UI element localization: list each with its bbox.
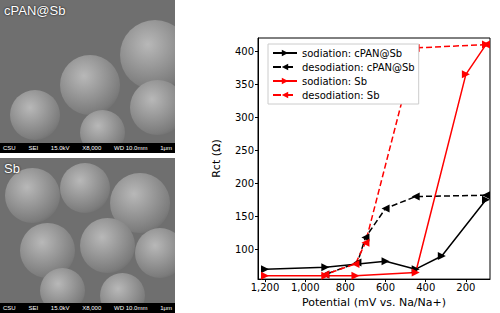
html-text:15.0kV: 15.0kV <box>50 145 70 151</box>
svg-text:400: 400 <box>416 282 435 293</box>
svg-text:desodiation: cPAN@Sb: desodiation: cPAN@Sb <box>302 62 415 73</box>
svg-text:sodiation: cPAN@Sb: sodiation: cPAN@Sb <box>302 48 402 59</box>
html-text:1μm: 1μm <box>160 305 172 311</box>
html-text:X8,000: X8,000 <box>82 305 102 311</box>
svg-text:sodiation: Sb: sodiation: Sb <box>302 76 367 87</box>
html-text:X8,000: X8,000 <box>82 145 102 151</box>
html-text:SEI: SEI <box>28 145 39 151</box>
svg-text:1,000: 1,000 <box>291 282 320 293</box>
svg-text:600: 600 <box>376 282 395 293</box>
html-text:15.0kV: 15.0kV <box>50 305 70 311</box>
svg-text:desodiation: Sb: desodiation: Sb <box>302 90 379 101</box>
svg-text:Potential (mV vs. Na/Na+): Potential (mV vs. Na/Na+) <box>302 296 446 309</box>
svg-text:100: 100 <box>235 244 254 255</box>
svg-text:400: 400 <box>235 46 254 57</box>
svg-text:150: 150 <box>235 211 254 222</box>
html-text:Sb: Sb <box>4 161 20 176</box>
html-text:cPAN@Sb: cPAN@Sb <box>4 3 66 18</box>
html-text:WD 10.0mm: WD 10.0mm <box>114 305 148 311</box>
svg-text:Rct (Ω): Rct (Ω) <box>210 139 223 178</box>
svg-text:1,200: 1,200 <box>251 282 280 293</box>
svg-text:200: 200 <box>235 178 254 189</box>
svg-text:250: 250 <box>235 145 254 156</box>
html-text:CSU: CSU <box>3 145 16 151</box>
html-text:WD 10.0mm: WD 10.0mm <box>114 145 148 151</box>
svg-text:200: 200 <box>456 282 475 293</box>
svg-text:350: 350 <box>235 79 254 90</box>
html-text:1μm: 1μm <box>160 145 172 151</box>
html-text:CSU: CSU <box>3 305 16 311</box>
svg-text:300: 300 <box>235 112 254 123</box>
html-text:SEI: SEI <box>28 305 39 311</box>
svg-text:800: 800 <box>336 282 355 293</box>
